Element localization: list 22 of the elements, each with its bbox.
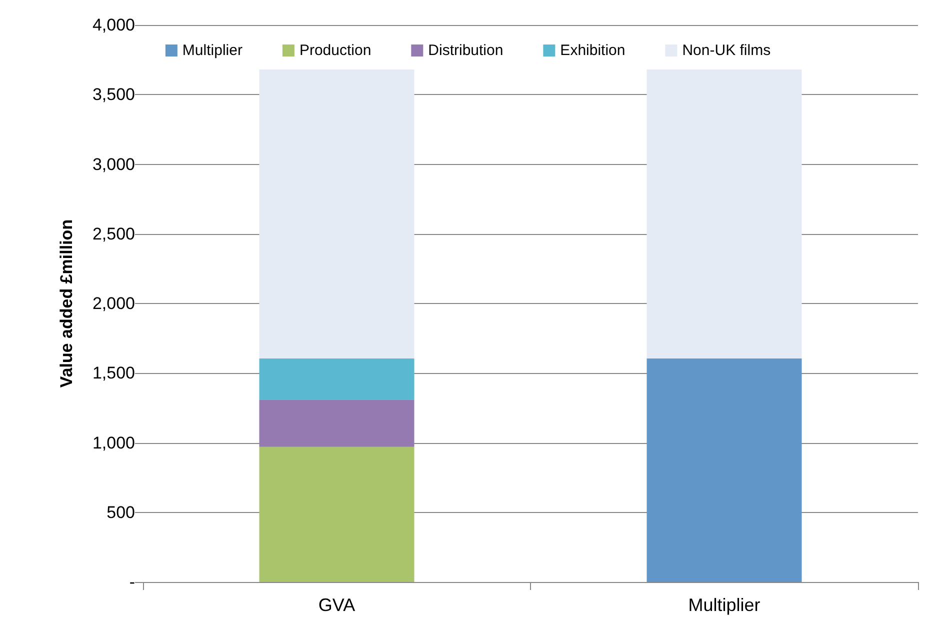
legend-label: Distribution [428,42,504,59]
bar [646,70,802,359]
y-tick-label: 500 [106,502,135,522]
y-tick-label: 1,500 [92,364,135,383]
y-tick-label: - [129,572,135,592]
y-tick-label: 1,000 [92,433,135,452]
bar [259,400,414,447]
legend-label: Exhibition [560,42,626,59]
y-tick-label: 2,000 [92,294,135,313]
bar [646,358,802,582]
y-axis-title: Value added £million [57,219,76,388]
y-tick-label: 2,500 [92,224,135,244]
x-tick-label: GVA [318,595,356,615]
legend-label: Multiplier [182,42,242,59]
bar [259,70,414,359]
y-tick-label: 3,000 [92,154,135,174]
legend-label: Production [299,42,372,59]
legend-label: Non-UK films [682,42,771,59]
y-tick-label: 3,500 [92,85,135,104]
bar [259,358,414,400]
bar [259,446,414,582]
y-tick-label: 4,000 [92,16,135,34]
